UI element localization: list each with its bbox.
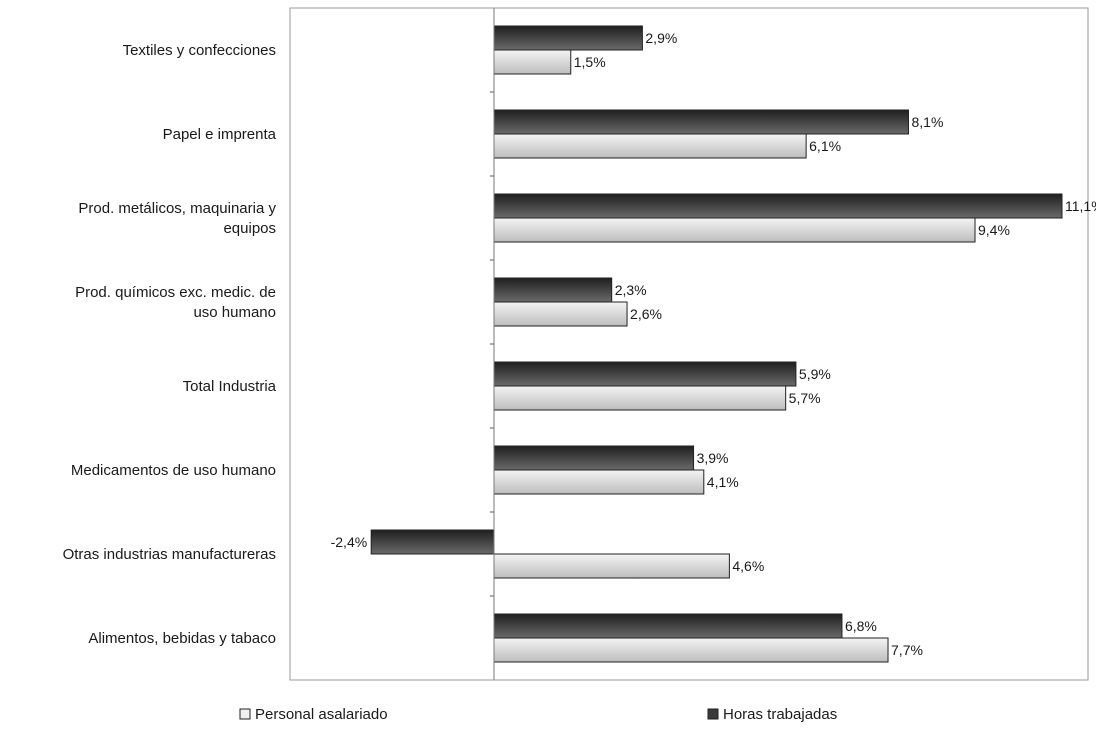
category-labels: Textiles y confecciones Papel e imprenta P…	[63, 42, 277, 647]
bar-horas-trabajadas	[493, 361, 797, 387]
category-label: Alimentos, bebidas y tabaco	[88, 630, 276, 647]
bar-horas-trabajadas	[493, 445, 695, 471]
bar-personal-asalariado	[493, 553, 730, 579]
bar-horas-trabajadas	[493, 25, 643, 51]
data-label: -2,4%	[331, 534, 368, 550]
bar-horas-trabajadas	[493, 277, 613, 303]
data-label: 3,9%	[697, 450, 729, 466]
bar-horas-trabajadas	[493, 613, 843, 639]
data-label: 2,9%	[645, 30, 677, 46]
value-labels: 2,9% 8,1% 11,1% 2,3% 5,9% 3,9% -2,4% 6,8% 1,5% 6,…	[331, 30, 1096, 658]
bars	[370, 25, 1063, 663]
legend: Personal asalariado Horas trabajadas	[239, 706, 837, 723]
data-label: 2,6%	[630, 306, 662, 322]
data-label: 6,1%	[809, 138, 841, 154]
data-label: 11,1%	[1065, 198, 1096, 214]
bar-personal-asalariado	[493, 49, 572, 75]
data-label: 6,8%	[845, 618, 877, 634]
data-label: 7,7%	[891, 642, 923, 658]
data-label: 2,3%	[615, 282, 647, 298]
data-label: 5,9%	[799, 366, 831, 382]
data-label: 4,1%	[707, 474, 739, 490]
category-label: Textiles y confecciones	[123, 42, 276, 59]
data-label: 8,1%	[911, 114, 943, 130]
data-label: 5,7%	[789, 390, 821, 406]
data-label: 4,6%	[732, 558, 764, 574]
bar-horas-trabajadas	[493, 193, 1063, 219]
legend-label: Personal asalariado	[255, 706, 388, 723]
category-label: Prod. químicos exc. medic. de uso humano	[75, 284, 276, 321]
plot-area	[289, 7, 1089, 681]
data-label: 9,4%	[978, 222, 1010, 238]
data-label: 1,5%	[574, 54, 606, 70]
category-label: Medicamentos de uso humano	[71, 462, 276, 479]
bar-personal-asalariado	[493, 385, 787, 411]
bar-personal-asalariado	[493, 133, 807, 159]
legend-swatch	[239, 708, 251, 720]
category-label: Prod. metálicos, maquinaria y equipos	[78, 200, 276, 237]
legend-swatch	[707, 708, 719, 720]
category-label: Total Industria	[183, 378, 277, 395]
bar-horas-trabajadas	[493, 109, 909, 135]
bar-personal-asalariado	[493, 301, 628, 327]
category-label: Papel e imprenta	[163, 126, 277, 143]
category-label: Otras industrias manufactureras	[63, 546, 276, 563]
bar-personal-asalariado	[493, 217, 976, 243]
legend-label: Horas trabajadas	[723, 706, 837, 723]
bar-horas-trabajadas	[370, 529, 495, 555]
bar-personal-asalariado	[493, 469, 705, 495]
bar-personal-asalariado	[493, 637, 889, 663]
